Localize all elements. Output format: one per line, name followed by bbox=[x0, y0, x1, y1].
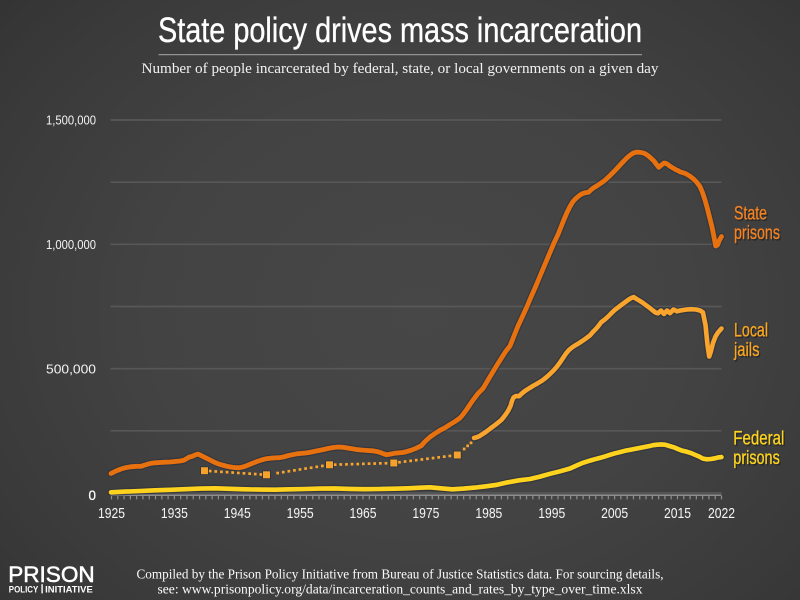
svg-text:1975: 1975 bbox=[412, 506, 439, 522]
svg-text:1935: 1935 bbox=[161, 506, 188, 522]
svg-text:2022: 2022 bbox=[708, 506, 735, 522]
svg-text:State: State bbox=[735, 205, 768, 226]
svg-text:Local: Local bbox=[735, 322, 769, 343]
svg-text:Local: Local bbox=[734, 320, 768, 341]
svg-text:1,500,000: 1,500,000 bbox=[46, 114, 96, 128]
svg-text:prisons: prisons bbox=[734, 223, 780, 244]
svg-text:Compiled by the Prison Policy: Compiled by the Prison Policy Initiative… bbox=[137, 567, 664, 582]
svg-text:prisons: prisons bbox=[735, 225, 781, 246]
svg-text:1925: 1925 bbox=[98, 506, 125, 522]
svg-text:1965: 1965 bbox=[350, 506, 377, 522]
svg-text:Federal: Federal bbox=[735, 430, 786, 451]
svg-text:State: State bbox=[734, 203, 767, 224]
svg-text:1995: 1995 bbox=[538, 506, 565, 522]
svg-text:jails: jails bbox=[733, 340, 759, 361]
svg-text:1,000,000: 1,000,000 bbox=[46, 238, 96, 252]
svg-text:500,000: 500,000 bbox=[46, 362, 96, 376]
svg-text:1945: 1945 bbox=[224, 506, 251, 522]
svg-text:POLICY: POLICY bbox=[9, 585, 39, 595]
svg-text:1985: 1985 bbox=[475, 506, 502, 522]
svg-text:0: 0 bbox=[89, 488, 96, 503]
svg-text:prisons: prisons bbox=[735, 450, 782, 471]
svg-text:jails: jails bbox=[735, 341, 761, 362]
svg-text:1955: 1955 bbox=[287, 506, 314, 522]
svg-text:Number of people incarcerated: Number of people incarcerated by federal… bbox=[142, 60, 659, 77]
svg-text:INITIATIVE: INITIATIVE bbox=[45, 585, 93, 595]
svg-text:see: www.prisonpolicy.org/data: see: www.prisonpolicy.org/data/incarcera… bbox=[158, 582, 643, 597]
svg-text:PRISON: PRISON bbox=[8, 562, 95, 587]
svg-text:State policy drives mass incar: State policy drives mass incarceration bbox=[158, 10, 642, 50]
svg-text:prisons: prisons bbox=[733, 448, 780, 469]
svg-text:2015: 2015 bbox=[664, 506, 691, 522]
svg-text:Federal: Federal bbox=[733, 428, 784, 449]
svg-text:2005: 2005 bbox=[601, 506, 628, 522]
